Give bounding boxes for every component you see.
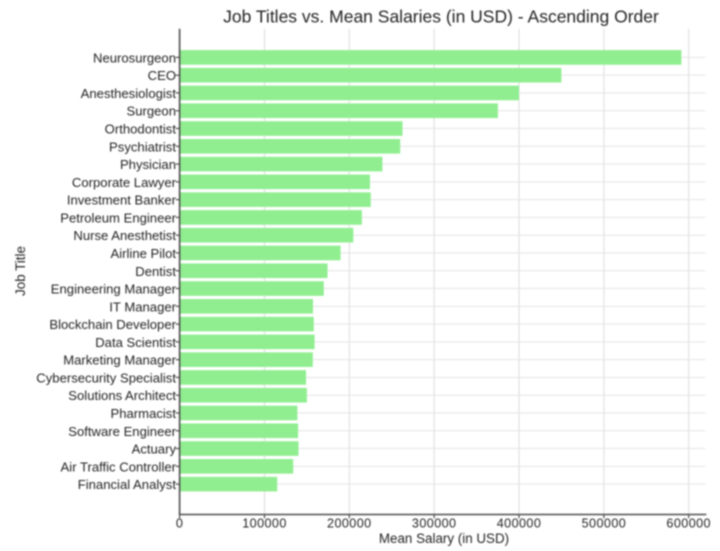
svg-text:Solutions Architect: Solutions Architect <box>68 388 176 403</box>
svg-text:Financial Analyst: Financial Analyst <box>78 477 177 492</box>
svg-text:Air Traffic Controller: Air Traffic Controller <box>61 459 177 474</box>
svg-text:Mean Salary (in USD): Mean Salary (in USD) <box>379 531 509 546</box>
svg-text:Engineering Manager: Engineering Manager <box>51 282 177 297</box>
svg-text:200000: 200000 <box>327 517 372 531</box>
svg-text:Cybersecurity Specialist: Cybersecurity Specialist <box>36 370 176 385</box>
svg-text:Orthodontist: Orthodontist <box>105 122 177 137</box>
svg-text:100000: 100000 <box>242 517 287 531</box>
svg-text:Psychiatrist: Psychiatrist <box>109 139 176 154</box>
svg-text:Petroleum Engineer: Petroleum Engineer <box>60 210 176 225</box>
svg-text:600000: 600000 <box>666 517 711 531</box>
svg-text:Blockchain Developer: Blockchain Developer <box>49 317 176 332</box>
svg-text:Neurosurgeon: Neurosurgeon <box>93 50 176 65</box>
svg-text:Investment Banker: Investment Banker <box>67 193 177 208</box>
svg-text:Physician: Physician <box>120 157 176 172</box>
svg-text:Anesthesiologist: Anesthesiologist <box>81 86 177 101</box>
svg-text:Surgeon: Surgeon <box>126 104 176 119</box>
svg-text:Airline Pilot: Airline Pilot <box>111 246 177 261</box>
svg-text:Job Title: Job Title <box>13 246 28 296</box>
svg-text:0: 0 <box>176 517 183 531</box>
svg-text:Dentist: Dentist <box>135 264 176 279</box>
svg-text:Marketing Manager: Marketing Manager <box>63 353 176 368</box>
svg-text:Corporate Lawyer: Corporate Lawyer <box>72 175 177 190</box>
svg-text:IT Manager: IT Manager <box>109 299 176 314</box>
svg-text:300000: 300000 <box>412 517 457 531</box>
svg-text:Software Engineer: Software Engineer <box>68 424 176 439</box>
svg-text:Nurse Anesthetist: Nurse Anesthetist <box>73 228 176 243</box>
svg-text:400000: 400000 <box>497 517 542 531</box>
svg-text:Pharmacist: Pharmacist <box>111 406 177 421</box>
svg-text:Actuary: Actuary <box>132 442 177 457</box>
svg-text:Data Scientist: Data Scientist <box>95 335 176 350</box>
svg-text:Job Titles vs. Mean Salaries (: Job Titles vs. Mean Salaries (in USD) - … <box>223 6 659 26</box>
svg-text:500000: 500000 <box>582 517 627 531</box>
svg-text:CEO: CEO <box>148 68 176 83</box>
